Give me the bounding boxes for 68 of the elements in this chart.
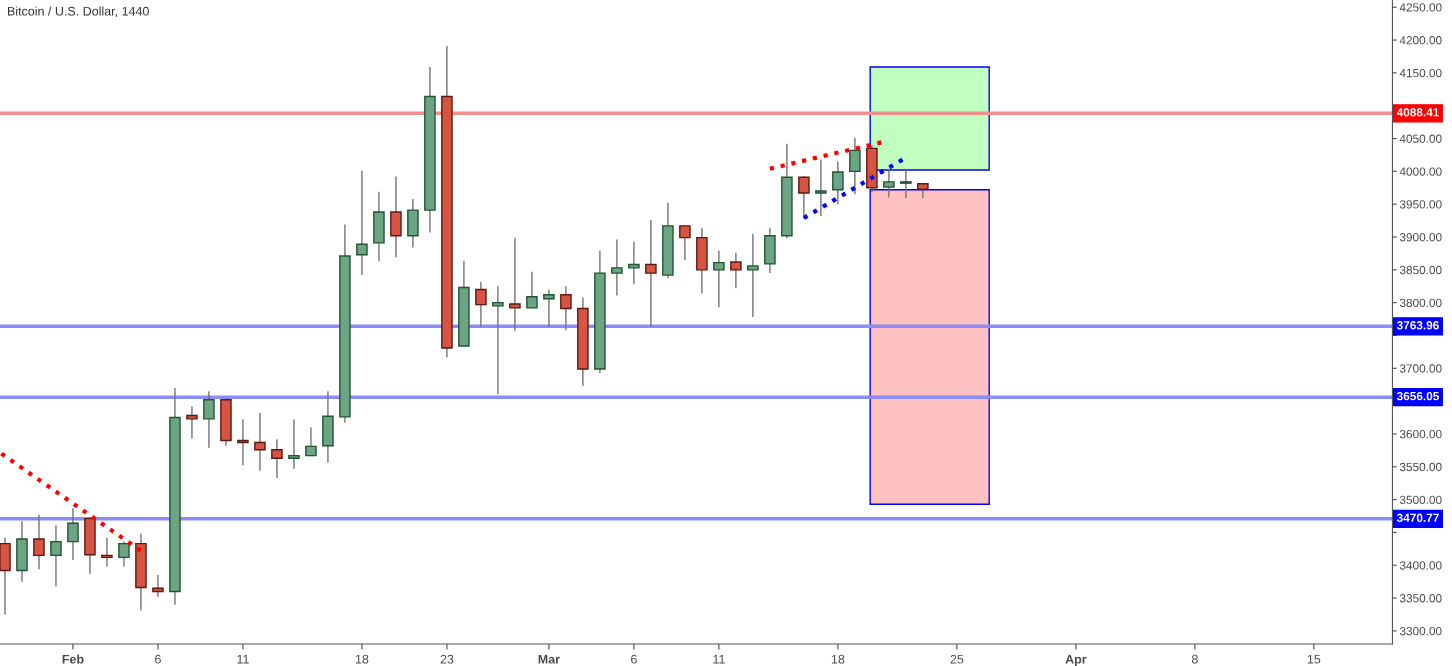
candlestick xyxy=(730,252,742,289)
candlestick xyxy=(747,233,759,318)
y-tick-label: 3800.00 xyxy=(1399,298,1442,308)
y-tick-label: 3850.00 xyxy=(1399,265,1442,275)
candlestick xyxy=(305,426,317,457)
y-tick-label: 4200.00 xyxy=(1399,36,1442,45)
x-tick-label: 23 xyxy=(440,654,454,664)
x-tick-label: 18 xyxy=(831,654,845,664)
y-tick-label: 3350.00 xyxy=(1399,594,1442,603)
candlestick xyxy=(237,418,249,467)
candlestick xyxy=(33,513,45,570)
x-tick-label: 18 xyxy=(355,654,369,664)
candlestick xyxy=(832,160,844,205)
y-tick-label: 3400.00 xyxy=(1399,561,1442,570)
x-tick-label: 8 xyxy=(1191,654,1198,664)
x-tick-label: 11 xyxy=(713,654,725,664)
candlestick xyxy=(186,405,198,440)
candlestick xyxy=(254,412,266,472)
y-tick-label: 3950.00 xyxy=(1399,200,1442,209)
y-tick-label: 4150.00 xyxy=(1399,68,1442,78)
candlestick xyxy=(883,169,895,199)
candlestick xyxy=(713,250,725,308)
candlestick xyxy=(628,240,640,285)
candlestick xyxy=(475,280,487,328)
candlestick xyxy=(543,288,555,328)
y-tick-label: 4250.00 xyxy=(1399,3,1442,12)
candlestick xyxy=(356,169,368,276)
ref-line-label: 3470.77 xyxy=(1396,513,1439,522)
candlestick xyxy=(509,236,521,332)
ref-line-label: 3763.96 xyxy=(1396,321,1439,330)
candlestick xyxy=(118,540,130,568)
y-tick-label: 3900.00 xyxy=(1399,233,1442,242)
y-tick-label: 4050.00 xyxy=(1399,134,1442,143)
x-tick-label: 6 xyxy=(155,654,161,664)
candlestick xyxy=(288,418,300,470)
candlestick xyxy=(492,285,504,395)
candlestick xyxy=(900,169,912,199)
candlestick xyxy=(67,507,79,561)
candlestick xyxy=(679,225,691,261)
candlestick xyxy=(849,137,861,196)
candlestick xyxy=(50,524,62,587)
y-tick-label: 3600.00 xyxy=(1399,429,1442,439)
candlestick xyxy=(101,536,113,568)
x-tick-label: Feb xyxy=(62,654,84,664)
x-tick-label: 25 xyxy=(950,654,964,664)
ref-line-label: 3656.05 xyxy=(1396,391,1439,401)
y-tick-label: 3300.00 xyxy=(1399,626,1442,636)
candlestick xyxy=(390,175,402,259)
y-tick-label: 4000.00 xyxy=(1399,167,1442,176)
candlestick xyxy=(271,438,283,479)
chart-title: Bitcoin / U.S. Dollar, 1440 xyxy=(7,6,149,18)
candlestick xyxy=(203,390,215,449)
candlestick xyxy=(645,219,657,328)
x-tick-label: 11 xyxy=(237,654,249,664)
candlestick xyxy=(152,574,164,598)
candlestick xyxy=(611,238,623,297)
candlestick xyxy=(560,285,572,331)
candlestick xyxy=(798,175,810,220)
x-tick-label: Apr xyxy=(1065,654,1087,666)
candlestick xyxy=(526,271,538,309)
x-tick-label: 15 xyxy=(1307,654,1321,664)
y-tick-label: 3500.00 xyxy=(1399,495,1442,504)
x-tick-label: 6 xyxy=(631,654,637,664)
x-tick-label: Mar xyxy=(538,654,560,664)
candlestick xyxy=(815,158,827,217)
y-tick-label: 3550.00 xyxy=(1399,462,1442,472)
y-tick-label: 3700.00 xyxy=(1399,364,1442,373)
ref-line-label: 4088.41 xyxy=(1396,108,1439,117)
